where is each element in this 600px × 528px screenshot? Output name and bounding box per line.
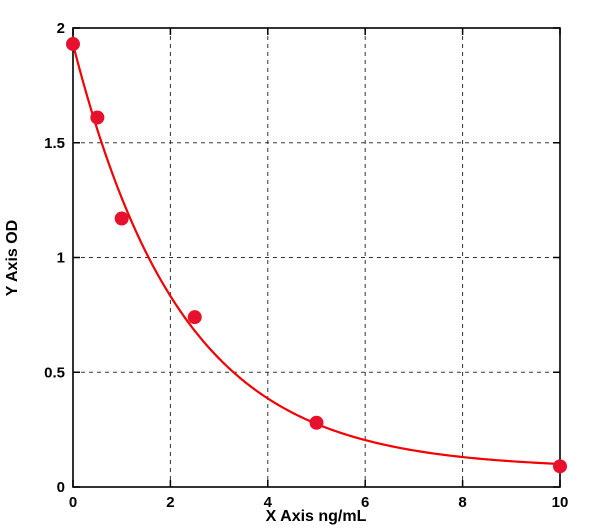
x-axis-label: X Axis ng/mL: [266, 508, 367, 525]
y-tick-label: 1.5: [44, 135, 65, 152]
fit-curve: [71, 43, 561, 466]
y-tick-labels: 0 0.5 1 1.5 2: [44, 20, 65, 496]
x-tick-label: 10: [552, 494, 569, 511]
x-tick-labels: 0 2 4 6 8 10: [69, 494, 569, 511]
data-point-marker: [66, 37, 80, 52]
x-tick-label: 6: [361, 494, 369, 511]
grid-lines: [73, 28, 560, 487]
y-tick-label: 1: [57, 250, 65, 267]
x-tick-label: 2: [166, 494, 174, 511]
y-axis-label: Y Axis OD: [4, 220, 21, 296]
data-point-marker: [309, 415, 324, 430]
data-point-marker: [553, 459, 567, 474]
data-points: [66, 37, 567, 474]
x-tick-label: 4: [264, 494, 273, 511]
y-tick-label: 2: [57, 20, 65, 37]
x-tick-label: 8: [458, 494, 466, 511]
data-point-marker: [187, 310, 202, 325]
data-point-marker: [114, 211, 129, 226]
tick-marks: [72, 27, 561, 488]
y-tick-label: 0: [57, 479, 65, 496]
x-tick-label: 0: [69, 494, 77, 511]
data-point-marker: [90, 110, 105, 125]
y-tick-label: 0.5: [44, 364, 65, 381]
